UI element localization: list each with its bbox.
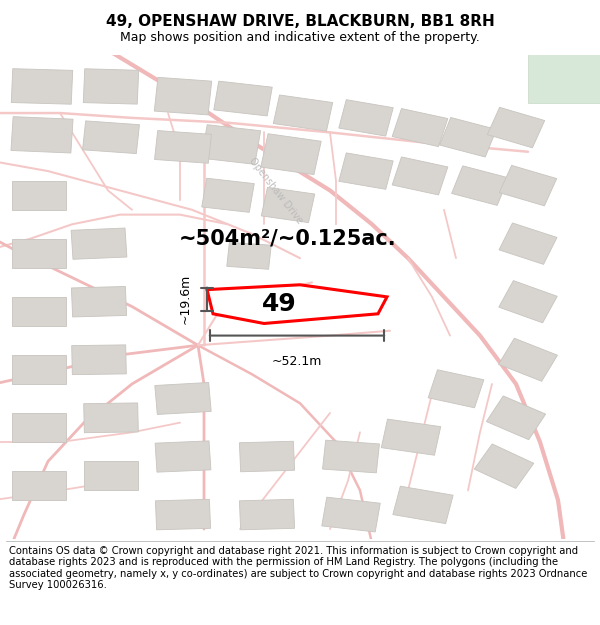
Polygon shape [84,461,138,491]
Polygon shape [474,444,534,488]
Text: 49, OPENSHAW DRIVE, BLACKBURN, BB1 8RH: 49, OPENSHAW DRIVE, BLACKBURN, BB1 8RH [106,14,494,29]
Polygon shape [83,121,139,154]
Text: ~504m²/~0.125ac.: ~504m²/~0.125ac. [179,229,397,249]
Polygon shape [381,419,441,455]
Polygon shape [155,131,211,163]
Polygon shape [214,81,272,116]
Text: Map shows position and indicative extent of the property.: Map shows position and indicative extent… [120,31,480,44]
Polygon shape [487,396,545,440]
Polygon shape [393,486,453,524]
Polygon shape [261,134,321,174]
Polygon shape [83,403,139,432]
Polygon shape [154,78,212,115]
Polygon shape [155,382,211,414]
Polygon shape [499,223,557,264]
Polygon shape [155,499,211,530]
Polygon shape [339,153,393,189]
Polygon shape [207,285,387,324]
Polygon shape [12,413,66,442]
Polygon shape [71,286,127,317]
Polygon shape [202,178,254,212]
Text: 49: 49 [262,292,297,316]
Polygon shape [452,166,508,206]
Polygon shape [71,345,127,374]
Polygon shape [528,50,600,103]
Polygon shape [499,281,557,323]
Polygon shape [227,242,271,269]
Polygon shape [83,69,139,104]
Polygon shape [339,99,393,136]
Polygon shape [499,338,557,381]
Polygon shape [12,355,66,384]
Polygon shape [12,239,66,268]
Polygon shape [499,166,557,206]
Polygon shape [323,440,379,473]
Polygon shape [71,228,127,259]
Polygon shape [11,117,73,153]
Polygon shape [261,188,315,222]
Polygon shape [322,497,380,532]
Text: ~52.1m: ~52.1m [272,355,322,368]
Polygon shape [273,95,333,131]
Polygon shape [440,118,496,157]
Polygon shape [12,471,66,500]
Polygon shape [487,107,545,148]
Polygon shape [155,441,211,472]
Text: Openshaw Drive: Openshaw Drive [247,156,305,226]
Polygon shape [239,499,295,530]
Polygon shape [12,297,66,326]
Polygon shape [428,370,484,408]
Text: Contains OS data © Crown copyright and database right 2021. This information is : Contains OS data © Crown copyright and d… [9,546,587,591]
Polygon shape [392,109,448,147]
Text: ~19.6m: ~19.6m [179,274,192,324]
Polygon shape [12,181,66,210]
Polygon shape [202,125,260,164]
Polygon shape [392,157,448,195]
Polygon shape [239,441,295,472]
Polygon shape [11,69,73,104]
